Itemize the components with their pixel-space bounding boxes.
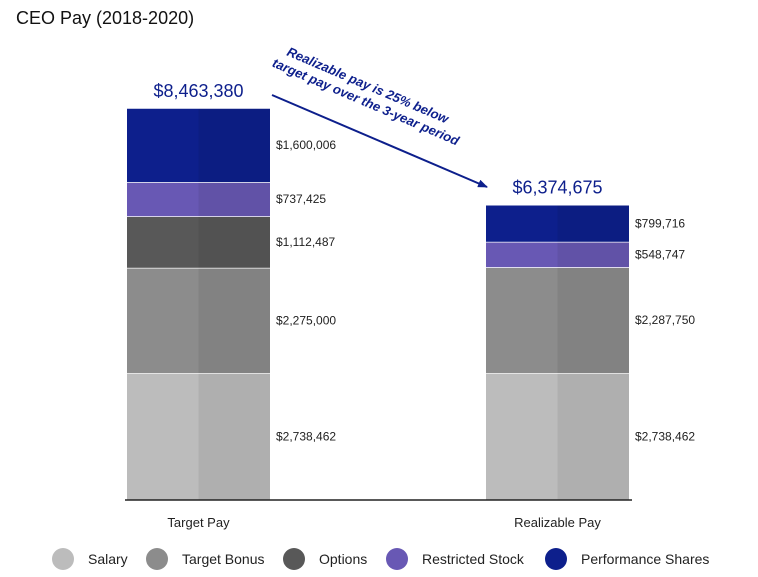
data-label-realizable-pay-restricted-stock: $548,747 [635, 247, 685, 261]
bar-target-pay-salary-shade [198, 373, 270, 500]
bar-target-pay-salary [127, 373, 199, 500]
legend-item-options: Options [283, 546, 367, 572]
legend-label-performance-shares: Performance Shares [581, 551, 710, 567]
legend-swatch-performance-shares [545, 548, 567, 570]
legend-item-salary: Salary [52, 546, 128, 572]
bar-realizable-pay-performance-shares [486, 204, 558, 242]
data-label-target-pay-salary: $2,738,462 [276, 430, 336, 444]
total-label-realizable-pay: $6,374,675 [512, 178, 602, 198]
chart-title: CEO Pay (2018-2020) [16, 8, 195, 28]
bar-target-pay-restricted-stock-shade [198, 182, 270, 217]
data-label-target-pay-options: $1,112,487 [276, 235, 335, 249]
data-label-realizable-pay-salary: $2,738,462 [635, 430, 695, 444]
legend-item-performance-shares: Performance Shares [545, 546, 709, 572]
legend-label-restricted-stock: Restricted Stock [422, 551, 524, 567]
data-label-realizable-pay-target-bonus: $2,287,750 [635, 313, 695, 327]
bar-realizable-pay-salary [486, 373, 558, 500]
bar-realizable-pay-target-bonus-shade [557, 267, 629, 374]
legend-label-salary: Salary [88, 551, 128, 567]
bar-target-pay-options-shade [198, 216, 270, 268]
annotation-arrow [271, 94, 488, 188]
legend-swatch-restricted-stock [386, 548, 408, 570]
total-label-target-pay: $8,463,380 [153, 81, 243, 101]
data-label-target-pay-restricted-stock: $737,425 [276, 192, 326, 206]
x-tick-label-target-pay: Target Pay [167, 515, 230, 530]
bar-target-pay-restricted-stock [127, 182, 199, 217]
legend: Salary Target Bonus Options Restricted S… [0, 546, 758, 572]
bar-realizable-pay-performance-shares-shade [557, 204, 629, 242]
legend-label-options: Options [319, 551, 368, 567]
data-label-target-pay-performance-shares: $1,600,006 [276, 138, 336, 152]
bar-target-pay-performance-shares-shade [198, 108, 270, 183]
bar-realizable-pay-target-bonus [486, 267, 558, 374]
legend-swatch-salary [52, 548, 74, 570]
legend-swatch-target-bonus [146, 548, 168, 570]
annotation: Realizable pay is 25% below target pay o… [270, 44, 462, 149]
legend-label-target-bonus: Target Bonus [182, 551, 265, 567]
legend-swatch-options [283, 548, 305, 570]
legend-item-restricted-stock: Restricted Stock [386, 546, 524, 572]
bar-realizable-pay-restricted-stock-shade [557, 241, 629, 268]
data-label-realizable-pay-performance-shares: $799,716 [635, 216, 685, 230]
bar-target-pay-target-bonus-shade [198, 267, 270, 374]
bar-target-pay-target-bonus [127, 267, 199, 374]
bar-target-pay-performance-shares [127, 108, 199, 183]
legend-item-target-bonus: Target Bonus [146, 546, 265, 572]
bar-target-pay-options [127, 216, 199, 268]
data-label-target-pay-target-bonus: $2,275,000 [276, 313, 336, 327]
bar-realizable-pay-restricted-stock [486, 241, 558, 268]
x-tick-label-realizable-pay: Realizable Pay [514, 515, 601, 530]
bar-realizable-pay-salary-shade [557, 373, 629, 500]
